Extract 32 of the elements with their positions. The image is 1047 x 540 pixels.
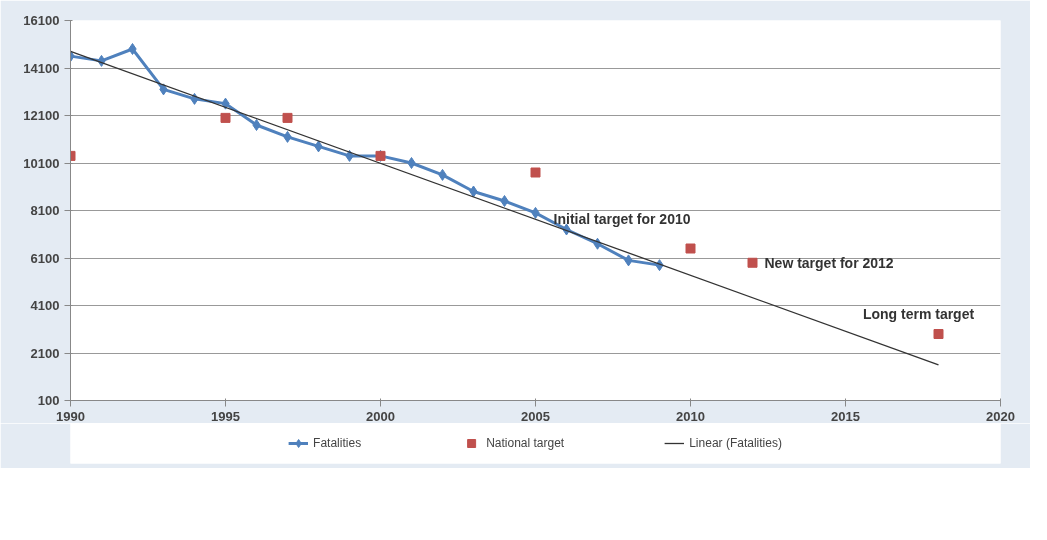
legend-label: National target (486, 436, 565, 450)
x-tick-label: 2000 (366, 408, 395, 424)
point (747, 257, 758, 268)
y-tick-label: 12100 (23, 108, 60, 123)
x-tick-label: 2020 (986, 408, 1015, 424)
y-tick-label: 6100 (30, 250, 60, 266)
y-tick-label: 10100 (23, 155, 60, 171)
point (530, 167, 541, 178)
y-tick-label: 8100 (30, 203, 60, 218)
point (500, 195, 509, 207)
y-tick-label: 14100 (23, 60, 60, 76)
legend-label: Linear (Fatalities) (689, 436, 782, 450)
point (685, 243, 696, 254)
x-tick-label: 2005 (521, 408, 550, 424)
annotation: Initial target for 2010 (553, 210, 691, 227)
point (252, 119, 261, 131)
y-tick-label: 4100 (30, 298, 60, 313)
point (128, 43, 137, 55)
x-tick-label: 1995 (211, 408, 240, 424)
legend-label: Fatalities (313, 436, 362, 450)
point (220, 112, 231, 123)
y-tick-label: 100 (37, 393, 60, 408)
point (282, 112, 293, 123)
annotation: New target for 2012 (764, 254, 894, 271)
annotation: Long term target (862, 306, 975, 322)
point (407, 157, 416, 169)
x-tick-label: 1990 (56, 408, 85, 424)
point (933, 329, 944, 339)
y-tick-label: 16100 (23, 13, 60, 28)
y-tick-label: 2100 (30, 345, 60, 361)
x-tick-label: 2015 (831, 408, 860, 424)
x-tick-label: 2010 (676, 408, 705, 424)
